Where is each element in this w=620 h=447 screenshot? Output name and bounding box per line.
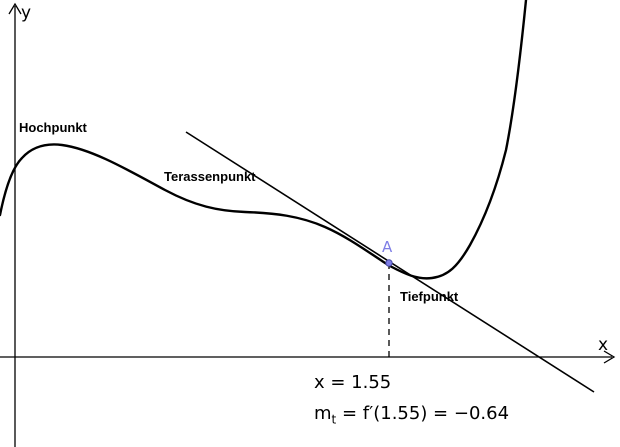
slope-symbol: m: [314, 403, 332, 424]
function-curve: [0, 0, 528, 280]
slope-subscript: t: [331, 412, 337, 427]
hochpunkt-label: Hochpunkt: [19, 120, 87, 135]
slope-formula: mt = f′(1.55) = −0.64: [314, 405, 509, 426]
y-axis-label: y: [21, 3, 32, 23]
point-a-label: A: [382, 238, 393, 256]
point-a-marker[interactable]: [385, 259, 393, 267]
tiefpunkt-label: Tiefpunkt: [400, 289, 459, 304]
x-axis-label: x: [598, 335, 609, 355]
terassenpunkt-label: Terassenpunkt: [164, 169, 256, 184]
x-axis-arrow-icon: [603, 350, 616, 364]
y-axis-arrow-icon: [8, 2, 22, 15]
x-value-formula: x = 1.55: [314, 372, 392, 393]
slope-value-text: = f′(1.55) = −0.64: [336, 403, 510, 424]
